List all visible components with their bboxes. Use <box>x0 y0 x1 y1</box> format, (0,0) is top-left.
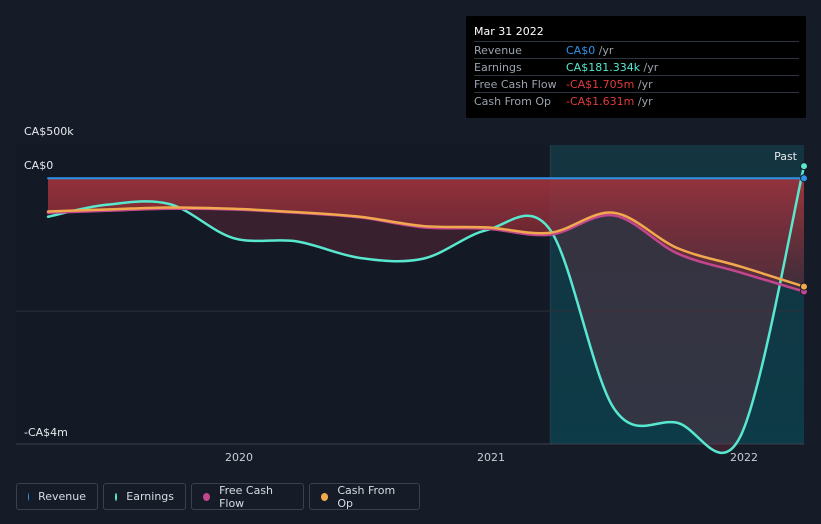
legend: Revenue Earnings Free Cash Flow Cash Fro… <box>16 483 420 510</box>
tooltip-value: CA$0 /yr <box>566 44 614 57</box>
legend-label: Cash From Op <box>337 483 396 510</box>
legend-item-revenue[interactable]: Revenue <box>16 483 98 510</box>
tooltip-row-cash-from-op: Cash From Op -CA$1.631m /yr <box>474 92 799 110</box>
free-cash-flow-area <box>48 178 804 292</box>
earnings-line <box>46 164 806 454</box>
tooltip-date: Mar 31 2022 <box>474 25 544 38</box>
cash-from-op-end-point <box>800 282 808 291</box>
y-tick-label-bottom: -CA$4m <box>24 426 68 439</box>
tooltip-row-earnings: Earnings CA$181.334k /yr <box>474 58 799 76</box>
tooltip-value: -CA$1.705m /yr <box>566 78 653 91</box>
tooltip-label: Earnings <box>474 61 522 74</box>
y-tick-label-top: CA$500k <box>24 125 74 138</box>
past-label: Past <box>774 150 797 163</box>
x-tick-label-2022: 2022 <box>730 451 758 464</box>
legend-label: Free Cash Flow <box>219 483 274 510</box>
tooltip-label: Revenue <box>474 44 522 57</box>
data-tooltip: Mar 31 2022 Revenue CA$0 /yr Earnings CA… <box>466 16 806 118</box>
cash-from-op-line <box>46 206 806 288</box>
tooltip-label: Cash From Op <box>474 95 552 108</box>
legend-label: Revenue <box>38 490 86 503</box>
legend-dot-icon <box>28 492 30 501</box>
free-cash-flow-line <box>46 207 806 293</box>
legend-item-free-cash-flow[interactable]: Free Cash Flow <box>191 483 304 510</box>
legend-item-earnings[interactable]: Earnings <box>103 483 186 510</box>
tooltip-label: Free Cash Flow <box>474 78 557 91</box>
tooltip-row-free-cash-flow: Free Cash Flow -CA$1.705m /yr <box>474 75 799 93</box>
legend-dot-icon <box>203 492 211 501</box>
revenue-end-point <box>800 174 808 183</box>
tooltip-value: -CA$1.631m /yr <box>566 95 653 108</box>
legend-dot-icon <box>321 492 329 501</box>
legend-item-cash-from-op[interactable]: Cash From Op <box>309 483 420 510</box>
x-tick-label-2021: 2021 <box>477 451 505 464</box>
earnings-end-point <box>800 162 808 171</box>
y-tick-label-zero: CA$0 <box>24 159 54 172</box>
legend-dot-icon <box>115 492 118 501</box>
legend-label: Earnings <box>126 490 174 503</box>
x-tick-label-2020: 2020 <box>225 451 253 464</box>
tooltip-row-revenue: Revenue CA$0 /yr <box>474 41 799 59</box>
tooltip-value: CA$181.334k /yr <box>566 61 659 74</box>
